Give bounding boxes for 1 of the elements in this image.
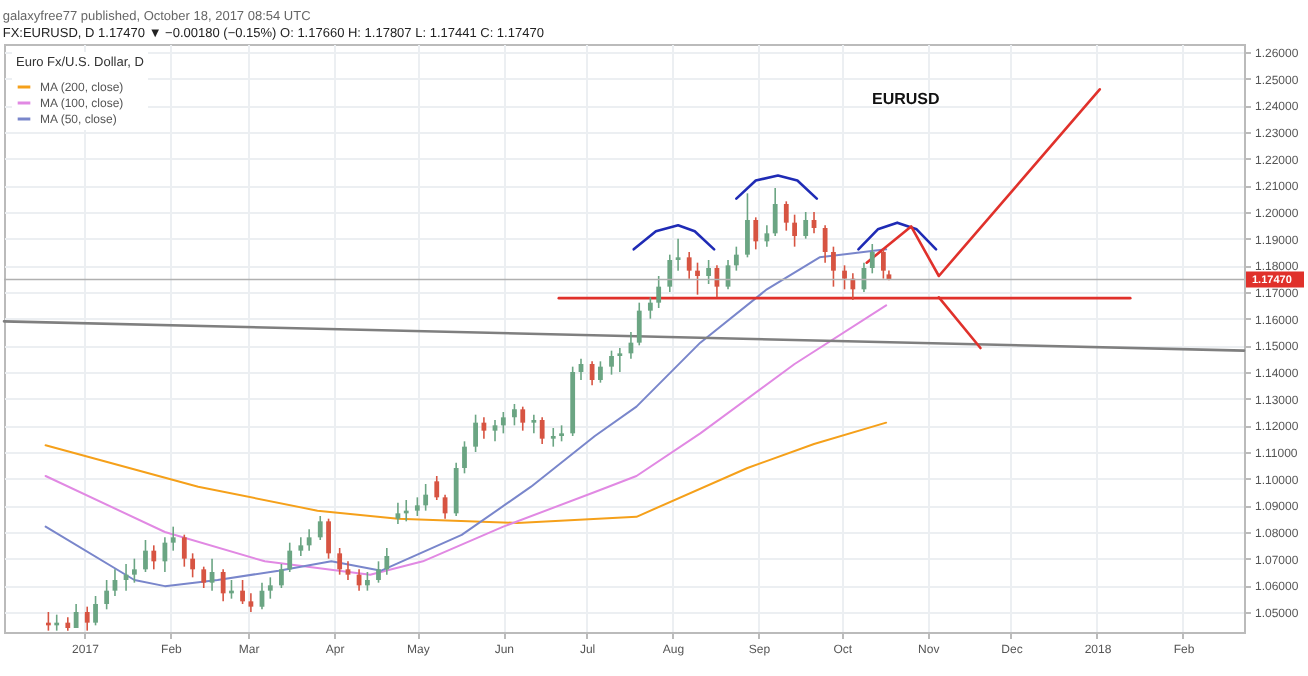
annotation: EURUSD [872, 90, 941, 108]
